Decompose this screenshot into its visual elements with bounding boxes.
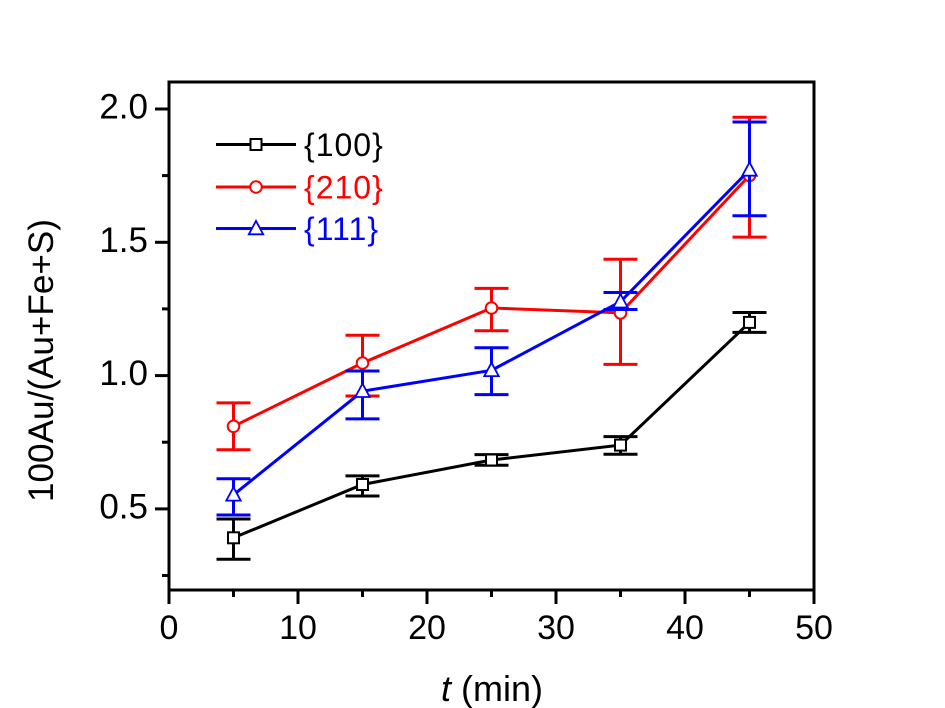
svg-text:1.0: 1.0 xyxy=(99,354,148,393)
svg-text:100Au/(Au+Fe+S): 100Au/(Au+Fe+S) xyxy=(22,219,61,502)
svg-text:{111}: {111} xyxy=(304,211,379,247)
svg-text:2.0: 2.0 xyxy=(99,88,148,127)
svg-text:0.5: 0.5 xyxy=(99,487,148,526)
svg-text:{100}: {100} xyxy=(304,127,384,163)
svg-text:t (min): t (min) xyxy=(441,668,543,708)
svg-text:10: 10 xyxy=(279,609,317,647)
svg-text:0: 0 xyxy=(160,609,179,647)
svg-text:1.5: 1.5 xyxy=(99,221,148,260)
svg-text:{210}: {210} xyxy=(304,170,384,206)
svg-text:50: 50 xyxy=(795,609,833,647)
svg-text:20: 20 xyxy=(408,609,446,647)
svg-text:40: 40 xyxy=(666,609,704,647)
svg-text:30: 30 xyxy=(537,609,575,647)
